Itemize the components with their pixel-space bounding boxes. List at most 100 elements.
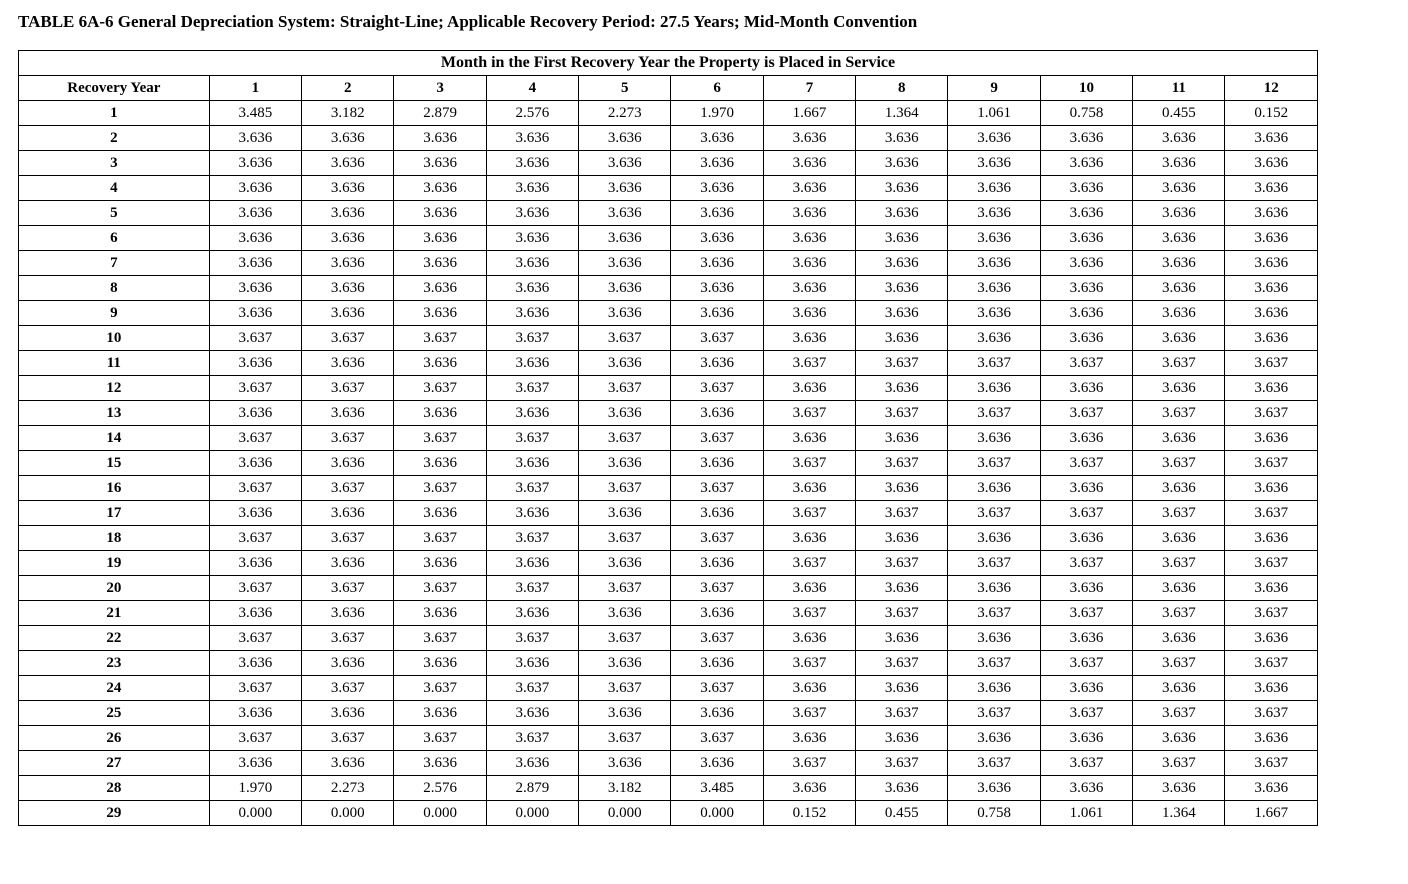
table-cell: 3.637 bbox=[948, 651, 1040, 676]
table-cell: 3.636 bbox=[209, 251, 301, 276]
table-cell: 3.637 bbox=[856, 451, 948, 476]
table-cell: 3.636 bbox=[579, 501, 671, 526]
table-cell: 3.636 bbox=[486, 351, 578, 376]
table-cell: 3.182 bbox=[579, 776, 671, 801]
table-cell: 3.636 bbox=[671, 551, 763, 576]
table-cell: 3.636 bbox=[394, 126, 486, 151]
table-cell: 1.667 bbox=[763, 101, 855, 126]
table-cell: 0.000 bbox=[671, 801, 763, 826]
recovery-year-label: 24 bbox=[19, 676, 210, 701]
table-cell: 3.637 bbox=[1133, 401, 1225, 426]
table-cell: 3.636 bbox=[763, 676, 855, 701]
table-cell: 3.636 bbox=[671, 451, 763, 476]
table-cell: 3.636 bbox=[856, 126, 948, 151]
table-cell: 3.636 bbox=[302, 601, 394, 626]
table-cell: 3.636 bbox=[209, 226, 301, 251]
table-cell: 3.636 bbox=[1225, 301, 1318, 326]
table-cell: 0.758 bbox=[948, 801, 1040, 826]
table-cell: 3.636 bbox=[579, 401, 671, 426]
table-cell: 3.636 bbox=[671, 701, 763, 726]
col-hdr: 7 bbox=[763, 76, 855, 101]
table-cell: 3.636 bbox=[1040, 276, 1132, 301]
table-cell: 3.636 bbox=[302, 126, 394, 151]
table-cell: 3.637 bbox=[671, 476, 763, 501]
table-cell: 3.636 bbox=[1040, 726, 1132, 751]
table-cell: 3.636 bbox=[763, 151, 855, 176]
table-cell: 3.636 bbox=[394, 351, 486, 376]
table-cell: 3.636 bbox=[856, 426, 948, 451]
table-cell: 3.636 bbox=[1225, 126, 1318, 151]
table-cell: 3.636 bbox=[486, 201, 578, 226]
table-cell: 3.636 bbox=[579, 176, 671, 201]
table-cell: 3.637 bbox=[1225, 401, 1318, 426]
table-cell: 3.637 bbox=[763, 601, 855, 626]
table-cell: 3.636 bbox=[671, 301, 763, 326]
table-cell: 3.637 bbox=[1225, 651, 1318, 676]
table-cell: 3.636 bbox=[763, 251, 855, 276]
recovery-year-label: 26 bbox=[19, 726, 210, 751]
table-cell: 3.637 bbox=[948, 501, 1040, 526]
table-cell: 3.636 bbox=[1133, 776, 1225, 801]
recovery-year-label: 28 bbox=[19, 776, 210, 801]
table-cell: 3.636 bbox=[856, 301, 948, 326]
table-cell: 3.636 bbox=[302, 151, 394, 176]
table-cell: 0.152 bbox=[1225, 101, 1318, 126]
table-cell: 3.636 bbox=[579, 701, 671, 726]
table-cell: 3.182 bbox=[302, 101, 394, 126]
table-cell: 3.636 bbox=[486, 401, 578, 426]
table-cell: 3.636 bbox=[209, 451, 301, 476]
table-cell: 3.636 bbox=[763, 576, 855, 601]
table-cell: 3.636 bbox=[856, 226, 948, 251]
table-cell: 3.637 bbox=[486, 526, 578, 551]
table-cell: 3.637 bbox=[1133, 601, 1225, 626]
recovery-year-label: 21 bbox=[19, 601, 210, 626]
table-cell: 3.637 bbox=[671, 726, 763, 751]
table-cell: 3.636 bbox=[1040, 126, 1132, 151]
table-cell: 3.636 bbox=[1225, 626, 1318, 651]
table-cell: 3.636 bbox=[856, 726, 948, 751]
table-cell: 3.636 bbox=[486, 251, 578, 276]
recovery-year-label: 29 bbox=[19, 801, 210, 826]
table-cell: 3.636 bbox=[486, 501, 578, 526]
recovery-year-label: 4 bbox=[19, 176, 210, 201]
table-cell: 0.000 bbox=[302, 801, 394, 826]
recovery-year-label: 23 bbox=[19, 651, 210, 676]
table-cell: 3.637 bbox=[1133, 701, 1225, 726]
table-cell: 3.636 bbox=[486, 276, 578, 301]
table-cell: 3.636 bbox=[948, 226, 1040, 251]
table-row: 73.6363.6363.6363.6363.6363.6363.6363.63… bbox=[19, 251, 1318, 276]
table-row: 281.9702.2732.5762.8793.1823.4853.6363.6… bbox=[19, 776, 1318, 801]
table-cell: 3.636 bbox=[579, 276, 671, 301]
page-title: TABLE 6A-6 General Depreciation System: … bbox=[18, 12, 1390, 32]
table-cell: 3.636 bbox=[671, 651, 763, 676]
table-row: 193.6363.6363.6363.6363.6363.6363.6373.6… bbox=[19, 551, 1318, 576]
table-cell: 3.636 bbox=[763, 376, 855, 401]
table-cell: 3.636 bbox=[948, 151, 1040, 176]
table-cell: 3.636 bbox=[1225, 176, 1318, 201]
table-cell: 3.637 bbox=[856, 351, 948, 376]
table-row: 13.4853.1822.8792.5762.2731.9701.6671.36… bbox=[19, 101, 1318, 126]
table-cell: 3.636 bbox=[1040, 476, 1132, 501]
table-cell: 3.636 bbox=[763, 626, 855, 651]
table-cell: 1.364 bbox=[856, 101, 948, 126]
table-cell: 0.000 bbox=[486, 801, 578, 826]
recovery-year-label: 2 bbox=[19, 126, 210, 151]
table-cell: 3.636 bbox=[209, 126, 301, 151]
table-cell: 3.636 bbox=[1040, 326, 1132, 351]
table-cell: 3.636 bbox=[486, 701, 578, 726]
table-cell: 3.636 bbox=[1040, 576, 1132, 601]
table-row: 143.6373.6373.6373.6373.6373.6373.6363.6… bbox=[19, 426, 1318, 451]
table-cell: 3.636 bbox=[394, 176, 486, 201]
table-cell: 3.636 bbox=[856, 576, 948, 601]
table-cell: 3.637 bbox=[763, 751, 855, 776]
recovery-year-label: 11 bbox=[19, 351, 210, 376]
table-row: 243.6373.6373.6373.6373.6373.6373.6363.6… bbox=[19, 676, 1318, 701]
table-cell: 3.636 bbox=[948, 251, 1040, 276]
table-cell: 3.636 bbox=[394, 401, 486, 426]
table-cell: 3.636 bbox=[856, 201, 948, 226]
table-cell: 3.636 bbox=[579, 126, 671, 151]
recovery-year-label: 14 bbox=[19, 426, 210, 451]
table-cell: 3.636 bbox=[209, 276, 301, 301]
table-cell: 3.637 bbox=[856, 751, 948, 776]
table-cell: 3.636 bbox=[856, 376, 948, 401]
